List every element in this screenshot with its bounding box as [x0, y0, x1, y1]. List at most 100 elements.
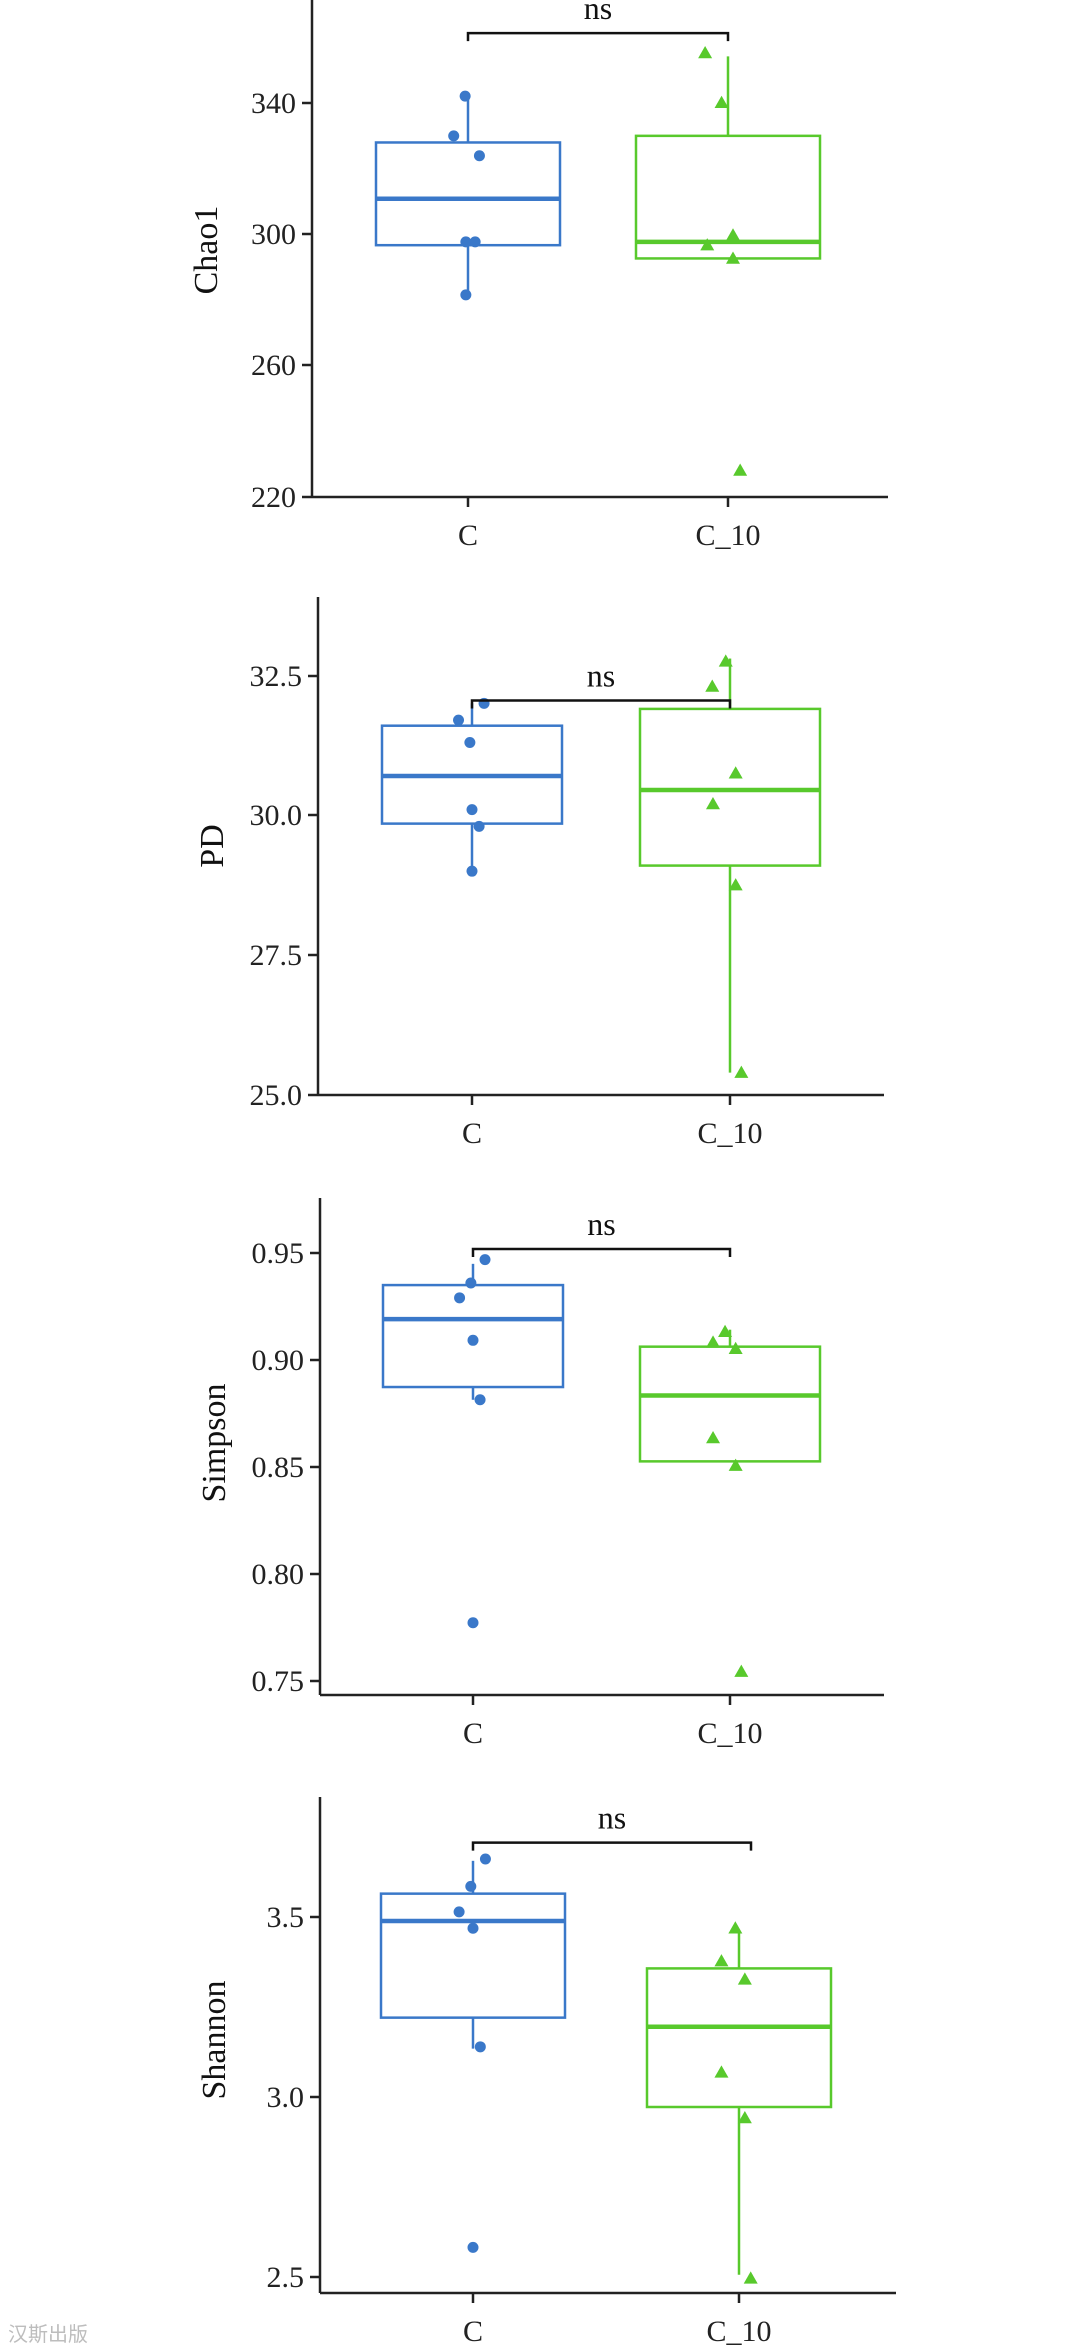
- data-point-c: [464, 736, 476, 748]
- data-point-c: [467, 1617, 479, 1629]
- y-tick-label: 0.85: [252, 1451, 305, 1484]
- data-point-c10: [737, 1972, 752, 1985]
- data-point-c: [474, 2041, 486, 2053]
- panel-simpson: 0.75 0.80 0.85 0.90 0.95 Simpson C C_10 ns: [196, 1198, 884, 1750]
- data-point-c10: [734, 1065, 749, 1078]
- y-axis-title: Chao1: [188, 206, 225, 295]
- data-point-c: [466, 804, 478, 816]
- data-point-c10: [706, 1335, 721, 1348]
- data-point-c: [467, 1334, 479, 1346]
- watermark: 汉斯出版: [8, 2322, 88, 2346]
- data-point-c10: [718, 1324, 733, 1338]
- box-iqr: [638, 707, 822, 867]
- significance-bracket: [471, 1247, 732, 1257]
- data-point-c10: [700, 238, 715, 251]
- data-point-c10: [728, 1458, 743, 1471]
- data-point-c10: [714, 2065, 729, 2078]
- x-tick-label: C_10: [695, 519, 760, 552]
- box-iqr: [374, 141, 562, 247]
- data-point-c10: [718, 654, 733, 667]
- data-point-c: [453, 714, 465, 726]
- x-tick-label: C_10: [697, 1717, 762, 1750]
- y-tick-label: 3.5: [267, 1901, 305, 1934]
- data-point-c10: [705, 797, 720, 810]
- data-point-c10: [734, 1664, 749, 1677]
- data-point-c10: [743, 2271, 758, 2284]
- data-point-c10: [698, 46, 713, 59]
- y-axis-title: Shannon: [196, 1981, 233, 2100]
- data-point-c: [453, 1906, 465, 1918]
- data-point-c: [467, 2241, 479, 2253]
- significance-bracket: [470, 699, 732, 709]
- x-tick-label: C: [463, 1717, 483, 1750]
- data-point-c: [460, 289, 472, 301]
- y-tick-label: 220: [251, 481, 296, 514]
- y-tick-label: 0.95: [252, 1237, 305, 1270]
- box-iqr: [638, 1345, 822, 1463]
- data-point-c10: [728, 1921, 743, 1934]
- box-iqr: [645, 1967, 833, 2109]
- significance-label: ns: [598, 1800, 626, 1836]
- y-tick-label: 25.0: [250, 1079, 303, 1112]
- data-point-c: [459, 90, 471, 102]
- y-tick-label: 0.75: [252, 1665, 305, 1698]
- x-tick-label: C: [463, 2315, 483, 2348]
- data-point-c10: [706, 1431, 721, 1444]
- y-tick-label: 2.5: [267, 2261, 305, 2294]
- y-tick-label: 0.80: [252, 1558, 305, 1591]
- data-point-c10: [726, 228, 741, 241]
- y-tick-label: 0.90: [252, 1344, 305, 1377]
- box-c: [379, 1860, 567, 2049]
- data-point-c: [448, 130, 460, 142]
- y-tick-label: 260: [251, 349, 296, 382]
- data-point-c: [474, 1394, 486, 1406]
- box-iqr: [379, 1892, 567, 2019]
- data-point-c10: [728, 878, 743, 891]
- significance-bracket: [471, 1841, 753, 1851]
- box-iqr: [634, 134, 822, 260]
- data-point-c: [469, 236, 481, 248]
- significance-bracket: [466, 31, 730, 42]
- box-c-10: [634, 56, 822, 260]
- data-point-c10: [728, 1341, 743, 1355]
- data-point-c10: [733, 463, 748, 476]
- data-point-c: [479, 1853, 491, 1865]
- significance-label: ns: [587, 1206, 615, 1242]
- panel-chao1: 220 260 300 340 Chao1 C C_10 ns: [188, 0, 888, 552]
- box-c-10: [645, 1930, 833, 2275]
- panel-shannon: 2.5 3.0 3.5 Shannon C C_10 ns: [196, 1797, 896, 2348]
- box-c: [380, 703, 564, 872]
- box-c: [374, 99, 562, 295]
- y-axis-title: PD: [194, 824, 231, 867]
- y-tick-label: 3.0: [267, 2081, 305, 2114]
- x-tick-label: C_10: [706, 2315, 771, 2348]
- data-point-c: [465, 1277, 477, 1289]
- data-point-c10: [714, 95, 729, 108]
- x-tick-label: C_10: [697, 1117, 762, 1150]
- data-point-c: [454, 1292, 466, 1304]
- data-point-c10: [737, 2110, 752, 2124]
- y-tick-label: 300: [251, 218, 296, 251]
- y-axis-title: Simpson: [196, 1383, 233, 1502]
- y-tick-label: 32.5: [250, 660, 303, 693]
- x-tick-label: C: [462, 1117, 482, 1150]
- x-tick-label: C: [458, 519, 478, 552]
- data-point-c: [473, 820, 485, 832]
- significance-label: ns: [587, 658, 615, 694]
- data-point-c: [479, 1254, 491, 1266]
- data-point-c: [466, 865, 478, 877]
- box-c-10: [638, 658, 822, 1073]
- y-tick-label: 27.5: [250, 939, 303, 972]
- data-point-c10: [705, 679, 720, 692]
- significance-label: ns: [584, 0, 612, 26]
- data-point-c: [460, 236, 472, 248]
- data-point-c10: [726, 251, 741, 264]
- data-point-c10: [728, 766, 743, 779]
- data-point-c: [473, 150, 485, 162]
- panel-pd: 25.0 27.5 30.0 32.5 PD C C_10 ns: [194, 597, 884, 1150]
- data-point-c: [467, 1922, 479, 1934]
- box-c-10: [638, 1329, 822, 1463]
- y-tick-label: 30.0: [250, 799, 303, 832]
- data-point-c: [465, 1880, 477, 1892]
